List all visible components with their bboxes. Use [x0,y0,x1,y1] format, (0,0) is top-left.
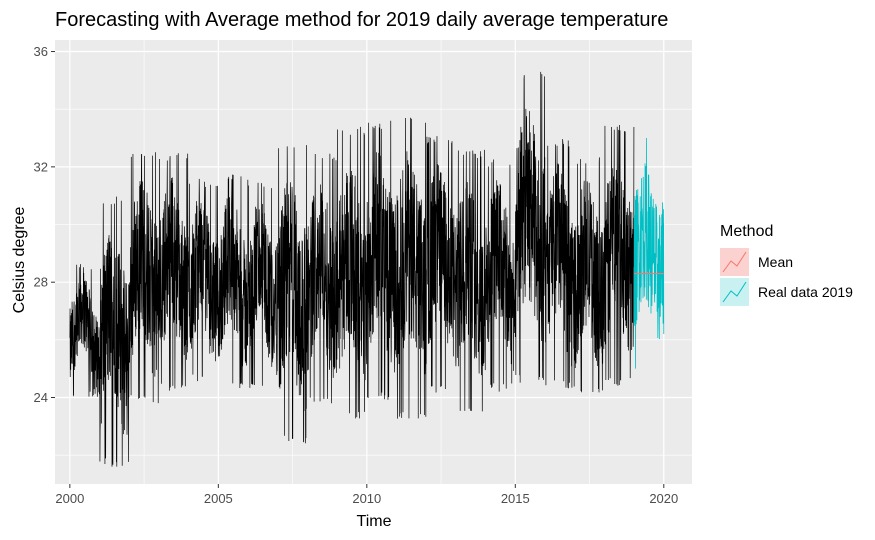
x-tick-label: 2015 [501,491,530,506]
x-tick-label: 2020 [649,491,678,506]
legend-entries: Mean Real data 2019 [720,248,853,306]
x-tick-label: 2010 [352,491,381,506]
legend-label: Mean [758,254,793,270]
y-tick-label: 24 [34,390,48,405]
y-axis-title: Celsius degree [11,207,28,314]
legend-key-line [722,251,747,273]
series-temperature-line [69,71,635,467]
legend-key [720,248,749,276]
legend: Method Mean Real data 2019 [720,223,853,306]
x-tick-label: 2005 [204,491,233,506]
series-layer [69,71,665,467]
series-real-data-2019-line [633,138,665,369]
legend-label: Real data 2019 [758,284,853,300]
y-tick-label: 28 [34,275,48,290]
y-tick-label: 32 [34,159,48,174]
x-axis-title: Time [357,513,392,530]
legend-key [720,278,749,306]
legend-title: Method [720,223,773,240]
legend-key-line [722,281,747,303]
axes-layer: 2000 2005 2010 2015 2020 24 28 32 36 [34,44,679,506]
y-tick-label: 36 [34,44,48,59]
x-tick-label: 2000 [55,491,84,506]
chart-title: Forecasting with Average method for 2019… [55,9,668,31]
